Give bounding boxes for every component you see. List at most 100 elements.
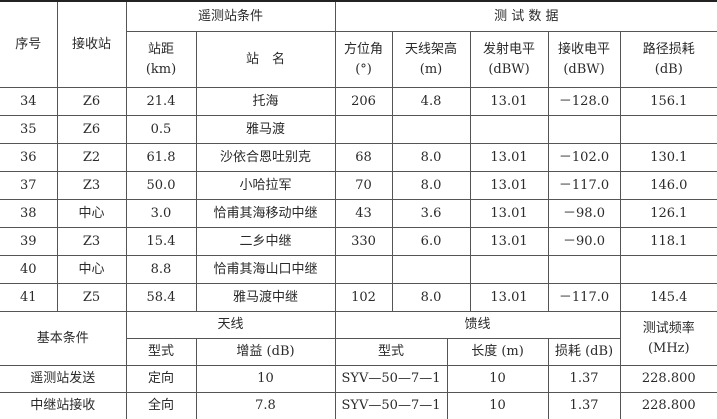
label: 发射电平 [483,42,536,57]
table-cell: －128.0 [547,87,621,116]
label: 站距 [147,42,174,57]
table-cell: 小哈拉军 [195,171,336,200]
table-cell: 228.800 [619,392,717,419]
table-cell: 1.37 [547,365,621,393]
table-cell [469,115,549,144]
table-row: 40 中心 8.8 恰甫其海山口中继 [0,255,717,284]
table-cell: 36 [0,143,58,172]
table-cell: 50.0 [125,171,197,200]
unit: (MHz) [647,340,690,356]
table-cell: 156.1 [619,87,717,116]
table-cell: 中心 [56,199,127,228]
table-cell: 1.37 [547,392,621,419]
header-path-loss: 路径损耗 (dB) [619,31,717,88]
table-cell: 8.0 [391,143,471,172]
unit: (km) [145,61,177,77]
table-cell: 二乡中继 [195,227,336,256]
table-cell: －90.0 [547,227,621,256]
table-cell: 35 [0,115,58,144]
table-cell: 126.1 [619,199,717,228]
table-cell: 0.5 [125,115,197,144]
table-cell: 恰甫其海移动中继 [195,199,336,228]
table-cell: 6.0 [391,227,471,256]
table-cell: 雅马渡 [195,115,336,144]
basic-label: 基本条件 [0,312,127,366]
header-station-name: 站 名 [195,31,336,88]
table-cell: 68 [334,143,393,172]
table-row: 39 Z3 15.4 二乡中继 330 6.0 13.01 －90.0 118.1 [0,227,717,256]
table-cell: 130.1 [619,143,717,172]
measurement-table: 序号 接收站 遥测站条件 测 试 数 据 站距 (km) 站 名 方位角 (°) 天… [0,0,717,312]
test-frequency-header: 测试频率 (MHz) [619,312,717,366]
table-cell: SYV—50—7—1 [334,365,448,393]
table-row: 遥测站发送 定向 10 SYV—50—7—1 10 1.37 228.800 [0,365,717,393]
table-cell [391,255,471,284]
table-cell: 13.01 [469,143,549,172]
table-cell: 10 [195,365,336,393]
table-row: 36 Z2 61.8 沙依合恩吐别克 68 8.0 13.01 －102.0 130.1 [0,143,717,172]
table-row: 38 中心 3.0 恰甫其海移动中继 43 3.6 13.01 －98.0 126.1 [0,199,717,228]
header-receiver: 接收站 [56,0,127,88]
table-cell [334,255,393,284]
unit: (dBW) [488,61,530,77]
table-cell: 定向 [125,365,197,393]
header-remote-group: 遥测站条件 [125,0,336,32]
table-cell [469,255,549,284]
table-cell: 4.8 [391,87,471,116]
table-cell: 118.1 [619,227,717,256]
table-cell: －98.0 [547,199,621,228]
table-cell: －102.0 [547,143,621,172]
table-cell: 70 [334,171,393,200]
table-cell: 38 [0,199,58,228]
table-cell: 102 [334,283,393,312]
table-cell: 8.0 [391,283,471,312]
table-cell: 21.4 [125,87,197,116]
table-cell: 228.800 [619,365,717,393]
table-cell: 41 [0,283,58,312]
table-cell: 全向 [125,392,197,419]
table-cell [391,115,471,144]
table-row: 34 Z6 21.4 托海 206 4.8 13.01 －128.0 156.1 [0,87,717,116]
antenna-gain-header: 增益 (dB) [195,338,336,366]
header-distance: 站距 (km) [126,31,197,88]
label: 测试频率 [642,321,695,336]
unit: (°) [355,61,372,77]
header-antenna-height: 天线架高 (m) [391,31,471,88]
table-cell: 遥测站发送 [0,365,127,393]
table-cell: 39 [0,227,58,256]
table-cell: 10 [446,365,549,393]
basic-conditions-table: 基本条件 天线 馈线 测试频率 (MHz) 型式 增益 (dB) 型式 长度 (m… [0,312,717,419]
table-cell: SYV—50—7—1 [334,392,448,419]
unit: (dBW) [563,61,605,77]
table-cell: 7.8 [195,392,336,419]
table-row: 35 Z6 0.5 雅马渡 [0,115,717,144]
table-cell: 58.4 [125,283,197,312]
header-tx-level: 发射电平 (dBW) [469,31,549,88]
antenna-group: 天线 [125,312,336,339]
table-cell: 15.4 [125,227,197,256]
table-row: 37 Z3 50.0 小哈拉军 70 8.0 13.01 －117.0 146.0 [0,171,717,200]
table-cell: 330 [334,227,393,256]
table-cell: 13.01 [469,227,549,256]
unit: (dB) [654,61,683,77]
table-cell: Z3 [56,171,127,200]
feeder-group: 馈线 [334,312,621,339]
label: 接收电平 [558,42,611,57]
header-test-group: 测 试 数 据 [334,0,717,32]
table-cell [547,255,621,284]
table-cell: Z3 [56,227,127,256]
header-rx-level: 接收电平 (dBW) [547,31,621,88]
table-cell: 雅马渡中继 [195,283,336,312]
table-cell: Z6 [56,115,127,144]
table-cell: 中心 [56,255,127,284]
table-cell: 3.0 [125,199,197,228]
table-cell: Z2 [56,143,127,172]
table-cell: 中继站接收 [0,392,127,419]
table-cell: 8.8 [125,255,197,284]
antenna-type-header: 型式 [126,338,197,366]
table-cell: 托海 [195,87,336,116]
header-seq: 序号 [0,0,58,88]
table-cell: －117.0 [547,283,621,312]
table-cell: －117.0 [547,171,621,200]
